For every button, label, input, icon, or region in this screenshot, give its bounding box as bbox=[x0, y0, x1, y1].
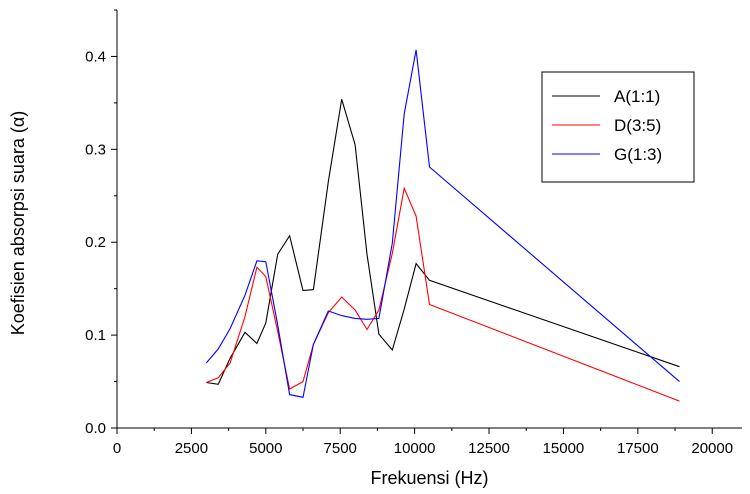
x-axis-title: Frekuensi (Hz) bbox=[370, 468, 488, 488]
x-tick-label: 7500 bbox=[324, 440, 357, 457]
x-tick-label: 0 bbox=[113, 440, 121, 457]
series-line-1 bbox=[206, 99, 680, 385]
y-tick-label: 0.3 bbox=[85, 141, 106, 158]
legend-label: A(1:1) bbox=[614, 87, 660, 106]
series-line-3 bbox=[205, 49, 680, 398]
axes: 0 2500 5000 7500 10000 12500 15000 17500 20000 0.… bbox=[85, 9, 742, 457]
y-tick-label: 0.1 bbox=[85, 327, 106, 344]
series-line-2 bbox=[206, 186, 680, 402]
legend-label: D(3:5) bbox=[614, 116, 661, 135]
y-tick-label: 0.4 bbox=[85, 48, 106, 65]
y-tick-label: 0.2 bbox=[85, 234, 106, 251]
x-tick-label: 20000 bbox=[691, 440, 733, 457]
y-axis-title: Koefisien absorpsi suara (α) bbox=[8, 111, 28, 336]
x-tick-label: 12500 bbox=[468, 440, 510, 457]
y-tick-label: 0.0 bbox=[85, 420, 106, 437]
x-tick-label: 10000 bbox=[394, 440, 436, 457]
legend: A(1:1) D(3:5) G(1:3) bbox=[541, 71, 695, 183]
legend-label: G(1:3) bbox=[614, 145, 662, 164]
series-lines bbox=[205, 49, 680, 402]
x-tick-label: 2500 bbox=[175, 440, 208, 457]
legend-box bbox=[541, 71, 695, 183]
x-tick-label: 5000 bbox=[249, 440, 282, 457]
x-tick-label: 15000 bbox=[543, 440, 585, 457]
x-tick-label: 17500 bbox=[617, 440, 659, 457]
